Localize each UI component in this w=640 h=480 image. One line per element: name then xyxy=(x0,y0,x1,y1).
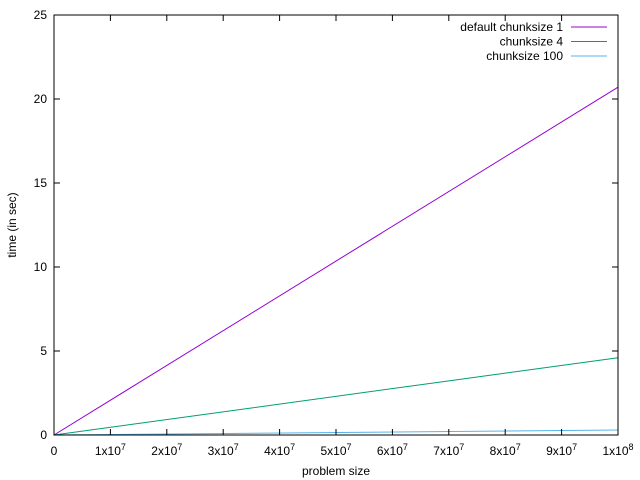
plot-frame xyxy=(53,14,619,436)
series-line-1 xyxy=(53,86,619,436)
x-tick-label: 6x107 xyxy=(377,442,408,458)
x-tick-label: 1x107 xyxy=(95,442,126,458)
y-tick-label: 25 xyxy=(34,8,48,22)
x-tick-label: 8x107 xyxy=(490,442,521,458)
ticks-layer: 0 5 10 15 20 25 0 1x107 2x107 3x107 4x107 5x107 6x10… xyxy=(34,8,634,458)
x-tick-label: 5x107 xyxy=(320,442,351,458)
legend-label: chunksize 100 xyxy=(486,49,563,63)
y-tick-label: 10 xyxy=(34,260,48,274)
legend-label: default chunksize 1 xyxy=(460,20,563,34)
x-tick-label: 9x107 xyxy=(546,442,577,458)
series-line-2 xyxy=(53,357,619,436)
y-tick-label: 20 xyxy=(34,92,48,106)
y-axis-label: time (in sec) xyxy=(5,192,19,257)
x-axis-label: problem size xyxy=(302,464,370,478)
legend-label: chunksize 4 xyxy=(500,35,564,49)
y-tick-label: 5 xyxy=(40,344,47,358)
x-tick-label: 3x107 xyxy=(208,442,239,458)
y-tick-label: 15 xyxy=(34,176,48,190)
series-layer xyxy=(53,86,619,436)
x-tick-label: 1x108 xyxy=(602,442,633,458)
y-tick-label: 0 xyxy=(40,428,47,442)
x-tick-label: 4x107 xyxy=(264,442,295,458)
x-tick-label: 7x107 xyxy=(433,442,464,458)
x-tick-label: 2x107 xyxy=(151,442,182,458)
x-tick-label: 0 xyxy=(51,444,58,458)
